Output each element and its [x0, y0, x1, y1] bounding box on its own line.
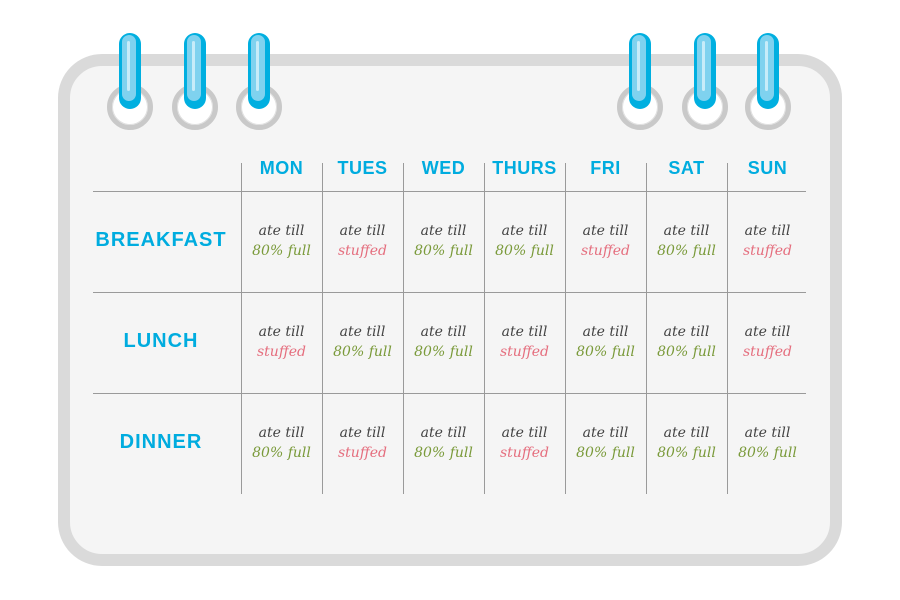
day-header: TUES	[337, 158, 388, 178]
meal-cell: ate till stuffed	[322, 423, 403, 463]
binder-clip-icon	[694, 33, 716, 109]
meal-cell: ate till 80% full	[241, 221, 322, 261]
cell-prefix: ate till	[582, 425, 629, 441]
row-divider	[93, 292, 806, 293]
column-divider	[403, 163, 404, 494]
cell-status: stuffed	[743, 344, 792, 360]
cell-status: stuffed	[257, 344, 306, 360]
meal-label: DINNER	[119, 431, 203, 453]
cell-status: stuffed	[500, 344, 549, 360]
cell-prefix: ate till	[663, 223, 710, 239]
row-divider	[93, 393, 806, 394]
meal-cell: ate till 80% full	[565, 423, 646, 463]
binder-clip-icon	[757, 33, 779, 109]
cell-status: 80% full	[252, 445, 311, 461]
cell-prefix: ate till	[339, 425, 386, 441]
cell-status: 80% full	[495, 243, 554, 259]
cell-status: 80% full	[657, 344, 716, 360]
column-divider	[646, 163, 647, 494]
meal-cell: ate till stuffed	[241, 322, 322, 362]
meal-cell: ate till 80% full	[322, 322, 403, 362]
meal-cell: ate till 80% full	[646, 423, 727, 463]
column-divider	[484, 163, 485, 494]
column-divider	[322, 163, 323, 494]
cell-prefix: ate till	[339, 324, 386, 340]
cell-prefix: ate till	[420, 425, 467, 441]
day-header: MON	[259, 158, 304, 178]
meal-cell: ate till 80% full	[646, 322, 727, 362]
cell-prefix: ate till	[420, 223, 467, 239]
meal-label: BREAKFAST	[95, 229, 227, 251]
meal-cell: ate till 80% full	[565, 322, 646, 362]
meal-cell: ate till stuffed	[484, 322, 565, 362]
binder-clip-icon	[248, 33, 270, 109]
day-header: THURS	[492, 158, 557, 178]
cell-status: 80% full	[657, 243, 716, 259]
binder-clip-icon	[184, 33, 206, 109]
meal-cell: ate till 80% full	[403, 322, 484, 362]
cell-status: stuffed	[581, 243, 630, 259]
cell-prefix: ate till	[663, 425, 710, 441]
meal-cell: ate till 80% full	[403, 221, 484, 261]
column-divider	[241, 163, 242, 494]
meal-cell: ate till stuffed	[484, 423, 565, 463]
cell-status: 80% full	[738, 445, 797, 461]
cell-prefix: ate till	[258, 223, 305, 239]
day-header: FRI	[590, 158, 621, 178]
cell-prefix: ate till	[258, 425, 305, 441]
cell-status: stuffed	[743, 243, 792, 259]
meal-cell: ate till 80% full	[241, 423, 322, 463]
cell-status: 80% full	[414, 445, 473, 461]
calendar-card	[58, 54, 842, 566]
column-divider	[565, 163, 566, 494]
meal-cell: ate till 80% full	[403, 423, 484, 463]
day-header: WED	[421, 158, 466, 178]
cell-status: stuffed	[338, 445, 387, 461]
meal-cell: ate till stuffed	[727, 322, 808, 362]
cell-status: 80% full	[252, 243, 311, 259]
day-header: SUN	[747, 158, 788, 178]
cell-prefix: ate till	[582, 223, 629, 239]
cell-prefix: ate till	[582, 324, 629, 340]
row-divider	[93, 191, 806, 192]
cell-status: stuffed	[500, 445, 549, 461]
cell-status: 80% full	[414, 344, 473, 360]
cell-prefix: ate till	[258, 324, 305, 340]
meal-cell: ate till stuffed	[322, 221, 403, 261]
cell-status: stuffed	[338, 243, 387, 259]
cell-status: 80% full	[657, 445, 716, 461]
column-divider	[727, 163, 728, 494]
meal-cell: ate till stuffed	[727, 221, 808, 261]
cell-prefix: ate till	[744, 324, 791, 340]
meal-label: LUNCH	[123, 330, 199, 352]
cell-prefix: ate till	[663, 324, 710, 340]
cell-prefix: ate till	[501, 324, 548, 340]
meal-cell: ate till stuffed	[565, 221, 646, 261]
cell-status: 80% full	[576, 445, 635, 461]
cell-status: 80% full	[414, 243, 473, 259]
cell-status: 80% full	[333, 344, 392, 360]
cell-prefix: ate till	[744, 223, 791, 239]
cell-prefix: ate till	[501, 223, 548, 239]
day-header: SAT	[668, 158, 705, 178]
cell-prefix: ate till	[420, 324, 467, 340]
meal-cell: ate till 80% full	[727, 423, 808, 463]
meal-cell: ate till 80% full	[484, 221, 565, 261]
cell-prefix: ate till	[501, 425, 548, 441]
binder-clip-icon	[629, 33, 651, 109]
binder-clip-icon	[119, 33, 141, 109]
cell-status: 80% full	[576, 344, 635, 360]
cell-prefix: ate till	[339, 223, 386, 239]
meal-cell: ate till 80% full	[646, 221, 727, 261]
cell-prefix: ate till	[744, 425, 791, 441]
